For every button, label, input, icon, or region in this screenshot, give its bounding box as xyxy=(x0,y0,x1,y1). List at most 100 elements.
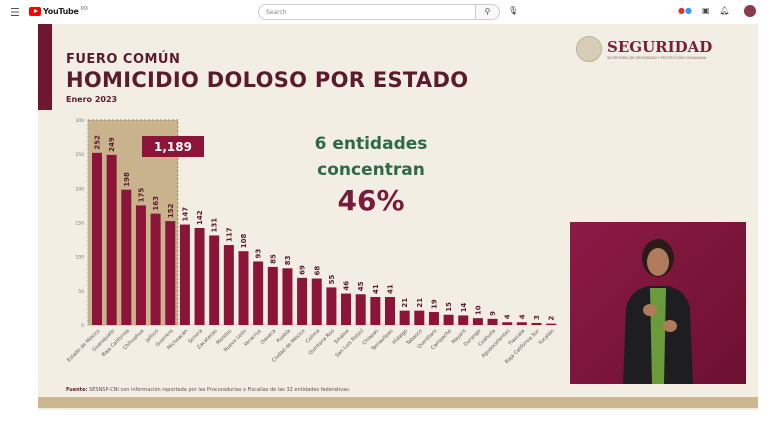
bar-value-label: 85 xyxy=(269,254,277,264)
bar-value-label: 163 xyxy=(152,196,160,211)
source-note: Fuente: SESNSP-CNI con información repor… xyxy=(66,387,351,393)
apps-icon[interactable]: ▣ xyxy=(701,6,710,15)
bar xyxy=(472,318,483,325)
bar xyxy=(267,266,278,325)
source-text: SESNSP-CNI con información reportada por… xyxy=(89,387,351,393)
brand-subtitle: SECRETARÍA DE SEGURIDAD Y PROTECCIÓN CIU… xyxy=(607,55,707,60)
bar-value-label: 69 xyxy=(299,265,307,275)
region-label: MX xyxy=(80,6,89,12)
callout-line2: concentran xyxy=(317,160,425,180)
bar xyxy=(516,322,527,325)
y-tick-label: 200 xyxy=(75,186,84,192)
bar xyxy=(194,227,205,325)
bar xyxy=(458,315,469,325)
youtube-header: ☰ YouTube MX Search ⚲ 🎙 ●● ▣ 🔔︎ xyxy=(0,0,768,24)
source-label: Fuente: xyxy=(66,387,88,393)
bar xyxy=(253,261,264,325)
bar xyxy=(238,251,249,325)
y-tick-label: 50 xyxy=(78,289,84,295)
bar-value-label: 15 xyxy=(445,302,453,312)
bar-value-label: 175 xyxy=(137,188,145,203)
bar-value-label: 4 xyxy=(504,314,512,319)
bar-value-label: 198 xyxy=(123,172,131,187)
bar-value-label: 68 xyxy=(313,266,321,276)
seguridad-logo: SEGURIDAD SECRETARÍA DE SEGURIDAD Y PROT… xyxy=(576,36,712,62)
notifications-bell-icon[interactable]: 🔔︎ xyxy=(719,6,730,15)
sign-language-interpreter xyxy=(570,222,746,384)
slide-title: HOMICIDIO DOLOSO POR ESTADO xyxy=(66,68,469,92)
youtube-play-icon xyxy=(29,7,41,16)
bar-value-label: 10 xyxy=(474,305,482,315)
avatar[interactable] xyxy=(744,5,756,17)
menu-icon[interactable]: ☰ xyxy=(10,6,20,19)
bar xyxy=(355,294,366,325)
bar xyxy=(399,310,410,325)
bar xyxy=(326,287,337,325)
callout-line1: 6 entidades xyxy=(314,134,428,154)
bar xyxy=(92,152,102,325)
seal-icon xyxy=(576,36,602,62)
bar-value-label: 249 xyxy=(108,137,116,152)
bar-value-label: 21 xyxy=(416,298,424,308)
bar xyxy=(165,221,176,325)
x-tick-label: Yucatán xyxy=(536,327,556,347)
bar xyxy=(370,296,381,325)
accent-strip xyxy=(38,24,52,110)
search-input[interactable]: Search xyxy=(258,4,476,20)
x-tick-label: Oaxaca xyxy=(260,328,278,346)
brand-name: SEGURIDAD xyxy=(607,37,713,56)
bar-value-label: 3 xyxy=(533,315,541,320)
bar xyxy=(487,318,498,325)
bar-value-label: 21 xyxy=(401,298,409,308)
bar xyxy=(531,322,542,325)
bar-value-label: 117 xyxy=(225,227,233,242)
footer-band xyxy=(38,397,758,408)
bar-value-label: 93 xyxy=(255,249,263,259)
youtube-logo[interactable]: YouTube MX xyxy=(29,6,89,16)
bar xyxy=(428,312,439,325)
y-tick-label: 300 xyxy=(75,118,84,124)
y-tick-label: 100 xyxy=(75,255,84,261)
y-tick-label: 0 xyxy=(81,323,84,329)
y-tick-label: 250 xyxy=(75,152,84,158)
search-button[interactable]: ⚲ xyxy=(476,4,500,20)
bar-value-label: 14 xyxy=(460,303,468,313)
bar-value-label: 4 xyxy=(518,314,526,319)
bar xyxy=(502,322,513,325)
bar-value-label: 142 xyxy=(196,210,204,225)
bar-value-label: 41 xyxy=(387,284,395,294)
bar xyxy=(297,277,308,325)
slide-period: Enero 2023 xyxy=(66,95,118,104)
bar-value-label: 147 xyxy=(181,207,189,222)
bar xyxy=(414,310,425,325)
highlight-total-label: 1,189 xyxy=(154,140,192,154)
bar-value-label: 108 xyxy=(240,233,248,248)
bar-value-label: 41 xyxy=(372,284,380,294)
bar xyxy=(282,268,293,325)
bar xyxy=(121,189,132,325)
bar-value-label: 46 xyxy=(343,281,351,291)
bar xyxy=(341,293,352,325)
bar-value-label: 19 xyxy=(430,299,438,309)
bar xyxy=(443,314,454,325)
bar xyxy=(546,323,557,325)
bar-value-label: 152 xyxy=(167,203,175,218)
bar-value-label: 45 xyxy=(357,281,365,291)
bar-value-label: 131 xyxy=(211,218,219,233)
y-tick-label: 150 xyxy=(75,221,84,227)
interpreter-figure xyxy=(623,239,693,384)
bar xyxy=(150,213,161,325)
bar xyxy=(385,296,395,325)
bar xyxy=(106,154,117,325)
bar xyxy=(135,205,146,325)
bar-value-label: 55 xyxy=(328,275,336,285)
bar xyxy=(179,224,190,325)
highlight-total-box xyxy=(142,136,204,157)
bar xyxy=(209,235,220,325)
bar-value-label: 2 xyxy=(548,316,556,321)
create-icon[interactable]: ●● xyxy=(678,6,692,15)
bar xyxy=(311,278,322,325)
bar-value-label: 83 xyxy=(284,255,292,265)
microphone-icon[interactable]: 🎙 xyxy=(508,6,519,15)
